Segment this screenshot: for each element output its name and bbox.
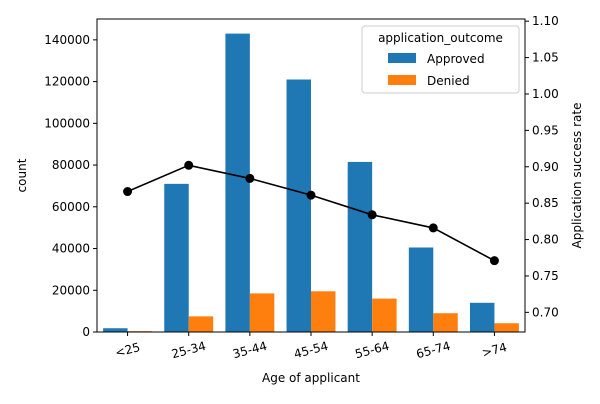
x-tick-label-0: <25	[114, 340, 142, 360]
x-tick-label-5: 65-74	[415, 339, 452, 362]
y-tick-label-2: 40000	[52, 242, 90, 256]
bar-approved-5	[408, 247, 434, 332]
bar-approved-2	[225, 33, 250, 333]
y2-tick-label-1: 0.75	[532, 269, 559, 283]
y-tick-label-0: 0	[82, 325, 90, 339]
y-tick-label-6: 120000	[44, 75, 90, 89]
bar-approved-6	[469, 302, 495, 332]
y-tick-label-5: 100000	[44, 116, 90, 130]
x-tick-label-2: 35-44	[231, 339, 268, 362]
x-tick-label-4: 55-64	[353, 339, 390, 362]
y2-axis-label: Application success rate	[570, 103, 584, 249]
y-tick-label-4: 80000	[52, 158, 90, 172]
y-tick-label-7: 140000	[44, 33, 90, 47]
success-rate-point-6	[489, 256, 499, 266]
success-rate-point-5	[428, 223, 438, 233]
y-tick-label-3: 60000	[52, 200, 90, 214]
x-tick-label-6: >74	[480, 340, 508, 360]
success-rate-point-4	[367, 210, 377, 220]
y2-tick-label-2: 0.80	[532, 233, 559, 247]
y-axis-label: count	[15, 158, 29, 192]
success-rate-point-3	[306, 190, 316, 200]
bar-denied-4	[372, 298, 397, 332]
y2-tick-label-8: 1.10	[532, 14, 559, 28]
y2-tick-label-7: 1.05	[532, 51, 559, 65]
success-rate-point-2	[245, 173, 255, 183]
x-tick-label-1: 25-34	[170, 339, 207, 362]
y2-tick-label-3: 0.85	[532, 196, 559, 210]
y2-tick-label-4: 0.90	[532, 160, 559, 174]
bar-denied-3	[311, 291, 336, 332]
bar-denied-1	[188, 316, 214, 332]
x-tick-label-3: 45-54	[292, 339, 329, 362]
x-axis-label: Age of applicant	[262, 371, 360, 385]
legend-title: application_outcome	[378, 31, 503, 45]
bar-approved-4	[347, 161, 373, 332]
success-rate-point-1	[184, 160, 194, 170]
legend-swatch-approved	[388, 53, 416, 63]
y-tick-label-1: 20000	[52, 283, 90, 297]
success-rate-point-0	[123, 187, 133, 197]
bar-denied-6	[494, 323, 519, 332]
bar-denied-2	[249, 293, 275, 332]
legend-swatch-denied	[388, 75, 416, 85]
bar-approved-3	[286, 79, 311, 332]
legend-label-denied: Denied	[427, 74, 470, 88]
y2-tick-label-0: 0.70	[532, 305, 559, 319]
y2-tick-label-5: 0.95	[532, 123, 559, 137]
y2-tick-label-6: 1.00	[532, 87, 559, 101]
bar-approved-0	[103, 328, 128, 332]
bar-denied-5	[433, 313, 458, 332]
legend-label-approved: Approved	[427, 52, 485, 66]
bar-approved-1	[164, 183, 189, 332]
